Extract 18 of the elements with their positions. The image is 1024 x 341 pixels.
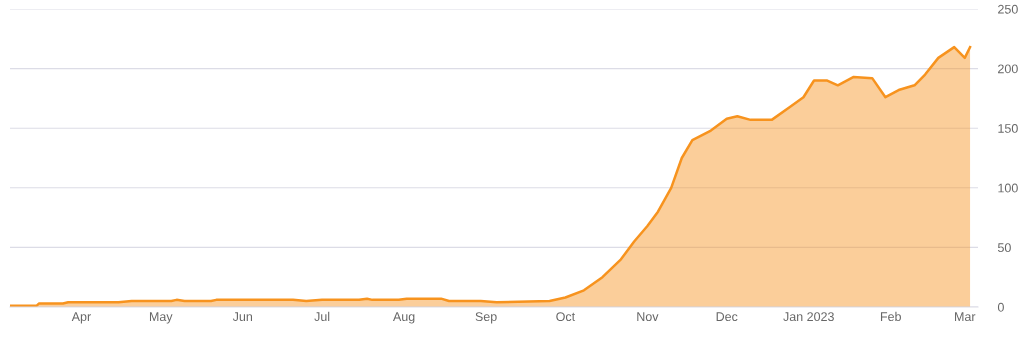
y-tick-label: 250: [998, 4, 1018, 14]
x-tick-label: May: [149, 312, 173, 324]
y-tick-label: 0: [997, 302, 1004, 312]
x-tick-label: Sep: [475, 312, 497, 324]
x-tick-label: Dec: [716, 312, 738, 322]
y-tick-label: 50: [997, 243, 1011, 253]
x-tick-label: Aug: [392, 312, 415, 324]
x-tick-label: Oct: [556, 312, 576, 322]
x-tick-label: Feb: [880, 311, 901, 322]
y-tick-label: 150: [998, 124, 1018, 133]
x-tick-label: Mar: [955, 312, 976, 322]
x-tick-label: Jul: [314, 311, 330, 322]
x-tick-label: Jan 2023: [783, 312, 834, 322]
x-tick-label: Apr: [71, 312, 91, 324]
x-tick-label: Jun: [232, 312, 253, 322]
y-tick-label: 200: [998, 64, 1018, 74]
y-tick-label: 100: [998, 183, 1018, 193]
x-tick-label: Nov: [637, 312, 659, 322]
